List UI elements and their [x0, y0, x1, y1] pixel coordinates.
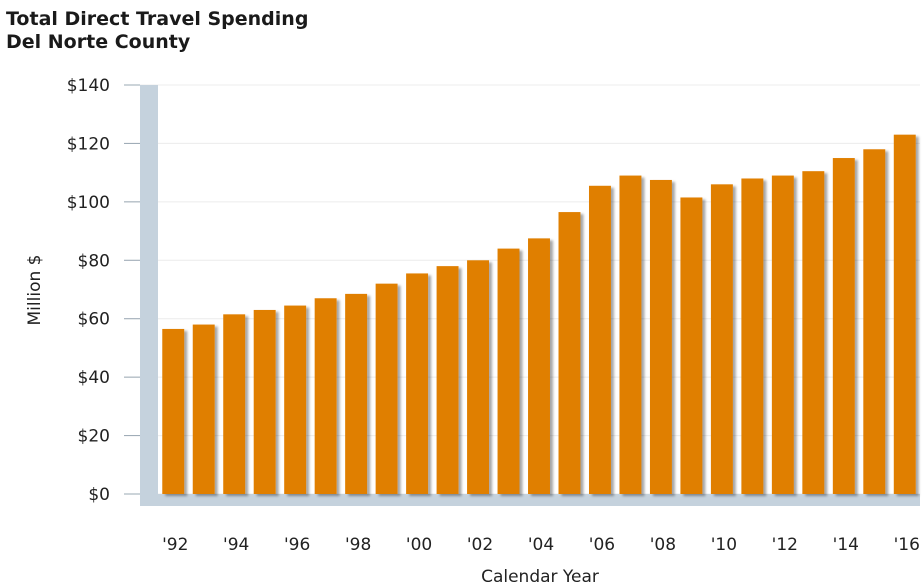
- y-tick-labels: $0 $20 $40 $60 $80 $100 $120 $140: [67, 76, 110, 505]
- x-tick-label: '94: [223, 535, 249, 555]
- y-axis-wall: [140, 85, 158, 495]
- x-tick-label: '96: [284, 535, 310, 555]
- x-tick-label: '10: [711, 535, 737, 555]
- bar-98: [345, 293, 368, 494]
- bar-05: [558, 212, 581, 494]
- x-axis-floor: [140, 494, 920, 506]
- bar-02: [467, 260, 490, 494]
- x-tick-label: '16: [894, 535, 920, 555]
- bar-10: [710, 184, 733, 495]
- bar-07: [619, 175, 642, 495]
- x-tick-label: '92: [162, 535, 188, 555]
- x-tick-label: '02: [467, 535, 493, 555]
- bar-12: [771, 175, 794, 495]
- bars: [162, 134, 916, 495]
- bar-06: [588, 185, 611, 494]
- bar-95: [253, 309, 276, 494]
- y-tick-label: $80: [78, 251, 110, 271]
- y-tick-label: $40: [78, 368, 110, 388]
- bar-16: [893, 134, 916, 494]
- bar-13: [802, 171, 825, 495]
- y-tick-label: $60: [78, 310, 110, 330]
- x-axis-title: Calendar Year: [481, 567, 599, 587]
- bar-93: [192, 324, 215, 494]
- axis-frame: [124, 84, 920, 506]
- x-tick-label: '14: [833, 535, 859, 555]
- chart-title-block: Total Direct Travel Spending Del Norte C…: [6, 8, 308, 54]
- y-tick-label: $0: [88, 485, 110, 505]
- bar-08: [649, 179, 672, 495]
- x-tick-label: '12: [772, 535, 798, 555]
- bar-00: [406, 273, 429, 494]
- bar-04: [528, 238, 550, 494]
- x-tick-label: '98: [345, 535, 371, 555]
- x-tick-label: '06: [589, 535, 615, 555]
- bar-03: [497, 248, 520, 494]
- bar-14: [832, 158, 855, 495]
- chart-title: Total Direct Travel Spending: [6, 8, 309, 30]
- y-tick-label: $140: [67, 76, 110, 96]
- bar-09: [680, 197, 703, 494]
- bar-92: [162, 328, 185, 494]
- y-tick-label: $120: [67, 134, 110, 154]
- x-tick-label: '04: [528, 535, 554, 555]
- bar-11: [741, 178, 764, 494]
- bar-96: [284, 305, 307, 494]
- y-tick-label: $20: [78, 427, 110, 447]
- x-tick-label: '00: [406, 535, 432, 555]
- bar-94: [223, 314, 246, 494]
- y-tick-label: $100: [67, 193, 110, 213]
- bar-15: [863, 149, 886, 494]
- chart-subtitle: Del Norte County: [6, 31, 191, 53]
- x-tick-labels: '92 '94 '96 '98 '00 '02 '04 '06 '08 '10 '12 '14 '16: [162, 535, 920, 555]
- bar-99: [375, 283, 398, 494]
- x-tick-label: '08: [650, 535, 676, 555]
- bar-01: [436, 266, 459, 494]
- y-axis-title: Million $: [25, 255, 45, 326]
- bar-97: [314, 298, 337, 494]
